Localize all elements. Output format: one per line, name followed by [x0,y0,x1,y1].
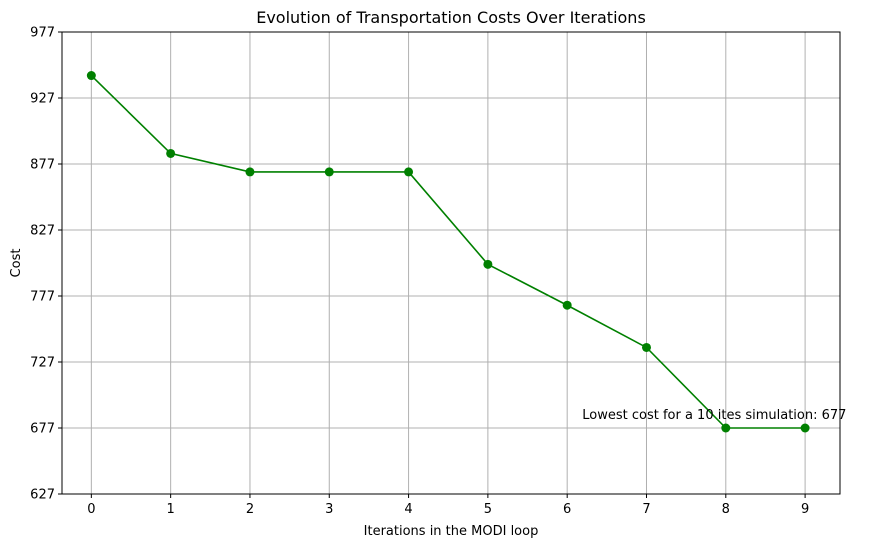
y-tick-label: 827 [30,224,55,239]
y-axis-label: Cost [9,249,24,278]
lowest-cost-annotation: Lowest cost for a 10 ites simulation: 67… [582,408,846,423]
series-layer [86,71,810,433]
x-axis-label: Iterations in the MODI loop [364,524,539,539]
series-line [90,74,806,429]
y-tick-label: 777 [30,290,55,305]
x-tick-label: 2 [246,502,254,517]
data-point [166,148,176,158]
data-point [721,423,731,433]
x-tick-label: 3 [325,502,333,517]
x-tick-label: 4 [404,502,412,517]
data-point [245,167,255,177]
y-tick-label: 727 [30,356,55,371]
y-tick-label: 627 [30,488,55,503]
axis-ticks: 0 1 2 3 4 5 6 7 8 9 627 677 727 777 827 877 927 977 [30,26,809,518]
x-tick-label: 8 [722,502,730,517]
x-tick-label: 1 [167,502,175,517]
data-point [800,423,810,433]
x-tick-label: 7 [642,502,650,517]
y-tick-label: 877 [30,158,55,173]
y-tick-label: 977 [30,26,55,41]
x-tick-label: 5 [484,502,492,517]
data-point [86,71,96,81]
plot-frame [61,31,841,495]
data-point [324,167,334,177]
x-tick-label: 9 [801,502,809,517]
y-tick-label: 927 [30,92,55,107]
data-point [641,342,651,352]
data-point [483,259,493,269]
y-tick-label: 677 [30,422,55,437]
chart-title: Evolution of Transportation Costs Over I… [256,8,646,27]
data-point [562,300,572,310]
x-tick-label: 0 [87,502,95,517]
data-point [404,167,414,177]
x-tick-label: 6 [563,502,571,517]
